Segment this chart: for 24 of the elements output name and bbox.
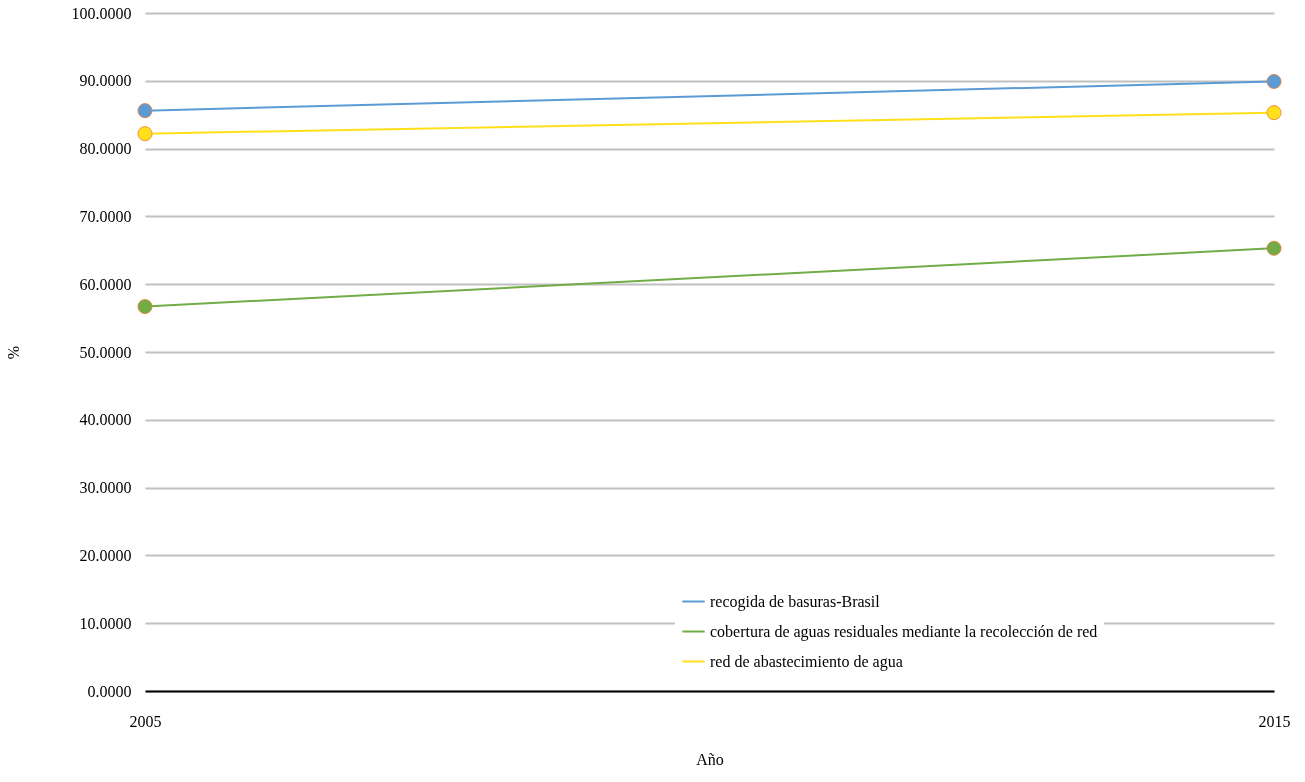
y-tick-label: 30.0000 bbox=[79, 479, 132, 497]
y-tick-label: 20.0000 bbox=[79, 546, 132, 564]
point bbox=[137, 299, 153, 315]
legend-label: red de abastecimiento de agua bbox=[710, 652, 903, 671]
y-tick-label: 100.0000 bbox=[71, 4, 132, 22]
x-axis-title: Año bbox=[696, 750, 724, 768]
x-tick-label: 2015 bbox=[1258, 712, 1291, 730]
y-axis-title: % bbox=[4, 345, 22, 360]
point bbox=[1266, 74, 1282, 89]
y-tick-label: 60.0000 bbox=[79, 275, 132, 293]
point bbox=[1266, 105, 1282, 121]
y-tick-label: 40.0000 bbox=[79, 411, 132, 429]
y-tick-label: 90.0000 bbox=[79, 72, 132, 90]
y-tick-label: 10.0000 bbox=[79, 614, 132, 632]
legend-label: cobertura de aguas residuales mediante la recolección de red bbox=[710, 622, 1098, 641]
point bbox=[137, 126, 153, 142]
y-tick-label: 80.0000 bbox=[79, 140, 132, 158]
point bbox=[137, 103, 153, 119]
point bbox=[1266, 240, 1282, 256]
y-tick-label: 0.0000 bbox=[87, 682, 132, 700]
y-tick-label: 50.0000 bbox=[79, 343, 132, 361]
y-tick-label: 70.0000 bbox=[79, 207, 132, 225]
x-tick-label: 2005 bbox=[129, 712, 162, 730]
legend-label: recogida de basuras-Brasil bbox=[710, 592, 881, 611]
